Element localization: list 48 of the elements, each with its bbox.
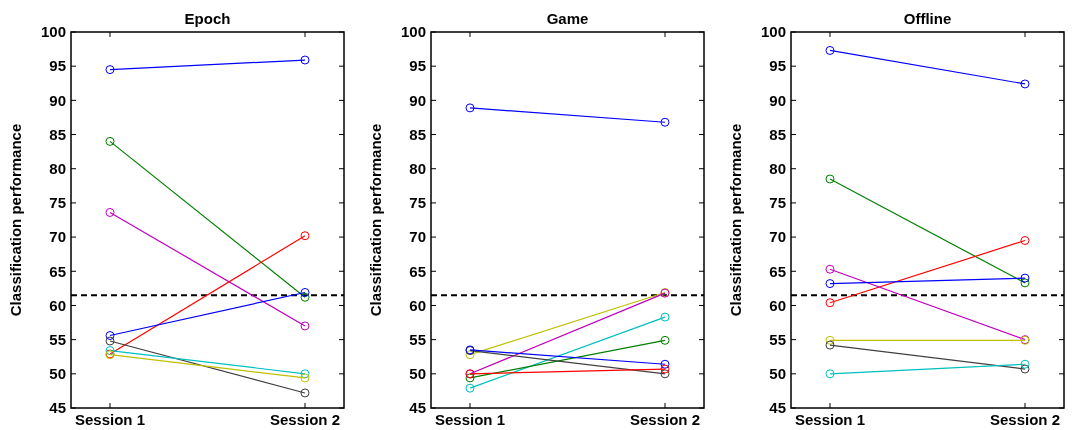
y-tick-label: 70 [49,228,66,246]
y-tick-label: 55 [49,330,66,348]
y-tick-label: 50 [409,365,426,383]
y-axis-title: Classification performance [367,123,384,317]
y-tick-label: 75 [769,194,786,212]
y-tick-label: 60 [409,296,426,314]
x-tick-label: Session 2 [629,411,701,428]
y-tick-label: 65 [409,262,426,280]
x-tick-label: Session 1 [434,411,506,428]
y-tick-label: 85 [769,125,786,143]
y-tick-label: 90 [409,91,426,109]
y-axis-title: Classification performance [727,123,744,317]
y-tick-label: 85 [409,125,426,143]
y-tick-label: 55 [409,330,426,348]
y-tick-label: 75 [49,194,66,212]
x-tick-label: Session 2 [989,411,1061,428]
chart-title: Offline [903,10,952,27]
y-tick-label: 65 [769,262,786,280]
x-tick-label: Session 1 [74,411,146,428]
y-tick-label: 45 [409,399,426,417]
y-tick-label: 60 [769,296,786,314]
y-axis-title: Classification performance [7,123,24,317]
y-tick-label: 85 [49,125,66,143]
y-tick-label: 80 [409,159,426,177]
y-tick-label: 70 [409,228,426,246]
y-tick-label: 50 [769,365,786,383]
y-tick-label: 50 [49,365,66,383]
y-tick-label: 90 [49,91,66,109]
y-tick-label: 80 [49,159,66,177]
chart-title: Epoch [184,10,231,27]
y-tick-label: 55 [769,330,786,348]
y-tick-label: 100 [760,23,786,41]
y-tick-label: 80 [769,159,786,177]
y-tick-label: 45 [769,399,786,417]
y-tick-label: 95 [49,57,66,75]
y-tick-label: 90 [769,91,786,109]
y-tick-label: 45 [49,399,66,417]
y-tick-label: 70 [769,228,786,246]
y-tick-label: 60 [49,296,66,314]
chart-title: Game [546,10,589,27]
y-tick-label: 95 [769,57,786,75]
x-tick-label: Session 1 [794,411,866,428]
y-tick-label: 75 [409,194,426,212]
x-tick-label: Session 2 [269,411,341,428]
y-tick-label: 100 [400,23,426,41]
y-tick-label: 100 [40,23,66,41]
y-tick-label: 95 [409,57,426,75]
y-tick-label: 65 [49,262,66,280]
